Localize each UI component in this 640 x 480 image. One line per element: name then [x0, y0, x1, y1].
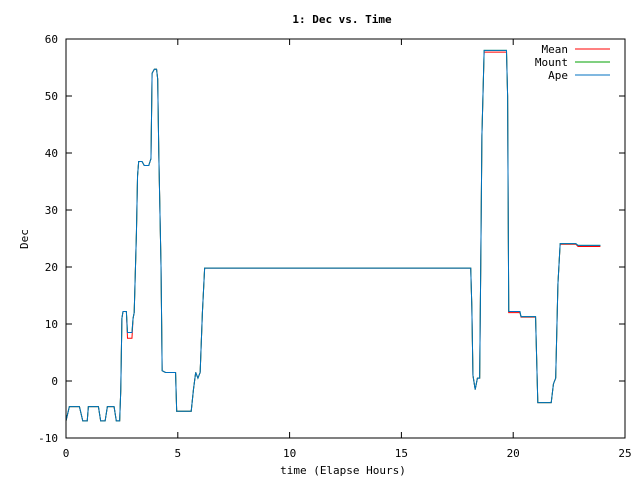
y-tick-label: 30	[45, 204, 58, 217]
chart-title: 1: Dec vs. Time	[292, 13, 392, 26]
x-axis-label: time (Elapse Hours)	[280, 464, 406, 477]
x-tick-label: 15	[395, 447, 408, 460]
x-tick-label: 0	[63, 447, 70, 460]
axis-ticks: 0 5 10 15 20 25 -10 0 10 20 30 40 50 60	[38, 33, 632, 460]
y-tick-label: -10	[38, 432, 58, 445]
x-tick-label: 10	[283, 447, 296, 460]
y-tick-label: 60	[45, 33, 58, 46]
y-tick-label: 50	[45, 90, 58, 103]
x-tick-label: 25	[618, 447, 631, 460]
plot-border	[65, 38, 626, 439]
series-lines	[65, 49, 601, 422]
y-axis-label: Dec	[18, 229, 31, 249]
legend-label-ape: Ape	[548, 69, 568, 82]
legend-label-mount: Mount	[535, 56, 568, 69]
series-line-ape	[65, 49, 601, 422]
x-tick-label: 5	[174, 447, 181, 460]
y-tick-label: 0	[51, 375, 58, 388]
y-tick-label: 10	[45, 318, 58, 331]
legend-label-mean: Mean	[542, 43, 569, 56]
y-tick-label: 40	[45, 147, 58, 160]
x-tick-label: 20	[507, 447, 520, 460]
y-tick-label: 20	[45, 261, 58, 274]
